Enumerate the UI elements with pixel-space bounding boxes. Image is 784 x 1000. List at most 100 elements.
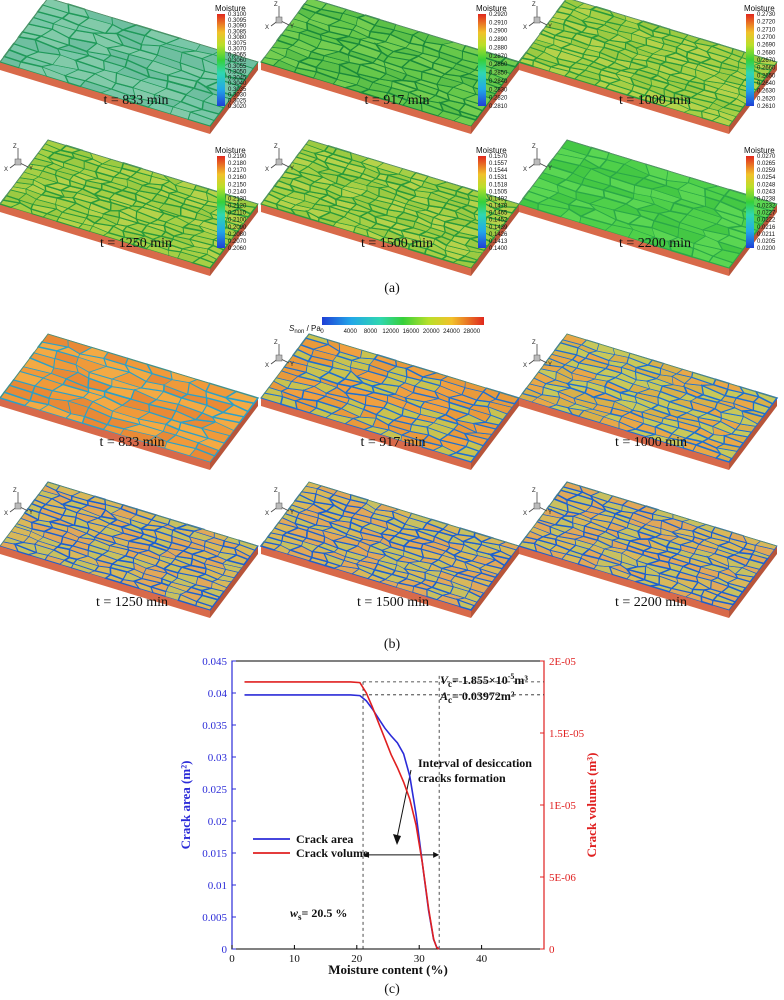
moisture-tile-colorbar-label: 0.0205 [757,239,776,245]
moisture-tile-colorbar-label: 0.1505 [489,189,508,195]
moisture-tile-cells [517,0,778,127]
stress-tile-cell [457,527,476,538]
moisture-tile-colorbar-label: 0.3040 [228,81,247,87]
panel-c-chart: 0 10 20 30 40 0 0.005 0.01 0.015 0.02 0.025 0.03 0.0… [178,656,599,977]
crack-volume-line [244,681,440,950]
right-tick-label: 2E-05 [549,656,576,668]
stress-tile-slab [260,333,521,470]
moisture-tile-back-edge [0,0,259,63]
stress-tile-z-letter: Z [13,488,17,494]
moisture-tile-z-letter: Z [532,2,536,8]
ws-annotation: ws= 20.5 % [290,906,347,922]
stress-colorbar-tick: 16000 [403,329,420,335]
moisture-tile-colorbar-label: 0.2680 [757,50,776,56]
moisture-tile-colorbar-label: 0.2640 [757,81,776,87]
moisture-tile-colorbar-label: 0.2140 [228,189,247,195]
moisture-tile-colorbar-label: 0.1426 [489,232,508,238]
ac-annotation: Ac= 0.03972m² [439,689,515,705]
moisture-tile-side-face [471,204,519,276]
stress-tile-slab [518,333,779,470]
moisture-tile-slab [260,139,520,276]
moisture-tile-colorbar-label: 0.2920 [489,12,508,18]
moisture-tile-y-letter: Y [290,166,294,172]
stress-colorbar-tick: 12000 [382,329,399,335]
moisture-tile-cells [518,139,778,269]
moisture-tile-time: t = 917 min [364,93,429,108]
stress-tile-back-edge [518,333,778,399]
moisture-tile-x-letter: X [265,167,269,173]
stress-colorbar-tick: 24000 [443,329,460,335]
stress-colorbar-bar [322,317,484,325]
moisture-tile-colorbar-label: 0.2170 [228,168,247,174]
moisture-tile-x-letter: X [4,167,8,173]
vc-annotation-part: m³ [514,673,528,687]
stress-colorbar-tick: 0 [320,329,324,335]
legend-label: Crack volume [296,846,369,860]
moisture-tile-side-face [210,204,258,276]
moisture-tile-colorbar-label: 0.2120 [228,204,247,210]
moisture-tile-colorbar-label: 0.2860 [489,62,508,68]
ac-annotation-part: c [448,695,452,705]
moisture-tile-colorbar-label: 0.2620 [757,96,776,102]
moisture-tile-cells [0,139,259,269]
stress-tile-y-letter: Y [548,510,552,516]
stress-tile: t = 833 min [0,333,260,470]
stress-tile-side-face [471,398,519,470]
stress-tile-axis-triad: Z X Y [265,488,294,517]
moisture-tile-colorbar-bar [478,156,486,248]
vc-annotation-part: = 1.855×10 [452,673,508,687]
moisture-tile-axis-triad: Z X Y [4,144,33,173]
panel-a-moisture: Moisture0.31000.30950.30900.30850.30800.… [0,0,778,276]
moisture-tile-time: t = 1000 min [619,93,691,108]
moisture-tile-colorbar-label: 0.2890 [489,37,508,43]
stress-tile-z-letter: Z [274,340,278,346]
moisture-tile-front-face [261,62,471,134]
vc-annotation-part: -5 [508,672,515,681]
left-tick-label: 0.035 [202,720,227,732]
stress-colorbar-title: Snon / Pa [289,324,321,335]
moisture-tile-colorbar-label: 0.0254 [757,175,776,181]
stress-tile-axis-triad: Z X Y [265,340,294,369]
moisture-tile-cells [260,139,520,269]
stress-tile-time: t = 1500 min [357,595,429,610]
moisture-tile-colorbar: Moisture0.02700.02650.02590.02540.02480.… [744,146,776,252]
moisture-tile-colorbar-label: 0.2670 [757,58,776,64]
moisture-tile-colorbar-title: Moisture [476,4,507,13]
ws-annotation-part: s [298,912,302,922]
moisture-tile-front-face [0,204,210,276]
stress-tile-slab [517,481,778,618]
moisture-tile-colorbar-label: 0.2660 [757,66,776,72]
right-tick-label: 5E-06 [549,872,576,884]
moisture-tile-colorbar-label: 0.3045 [228,75,247,81]
stress-tile-y-letter: Y [290,510,294,516]
stress-tile-cells [0,481,259,611]
right-tick-label: 1.5E-05 [549,728,585,740]
moisture-tile-colorbar-label: 0.0248 [757,182,776,188]
moisture-tile-colorbar-label: 0.2910 [489,20,508,26]
stress-tile-front-face [0,398,210,470]
moisture-tile-time: t = 1250 min [100,236,172,251]
moisture-tile-axis-triad: Z X Y [523,2,552,31]
stress-tile-axis-triad: Z X Y [4,488,33,517]
moisture-tile-y-letter: Y [548,24,552,30]
moisture-tile-colorbar-label: 0.2730 [757,12,776,18]
stress-tile-cells [517,481,778,611]
moisture-tile-colorbar-label: 0.3100 [228,12,247,18]
moisture-tile-colorbar-label: 0.3090 [228,24,247,30]
stress-tile: Z X Yt = 917 min [260,333,521,470]
x-axis-title: Moisture content (%) [328,962,448,977]
moisture-tile-back-edge [518,139,778,205]
moisture-tile-colorbar-bar [217,14,225,106]
moisture-tile-colorbar-label: 0.2700 [757,35,776,41]
moisture-tile-slab [0,0,259,134]
moisture-tile-colorbar-label: 0.3060 [228,58,247,64]
moisture-tile-front-face [519,62,729,134]
moisture-tile-z-letter: Z [274,2,278,8]
vc-annotation-part: V [440,673,449,687]
stress-tile-back-edge [260,333,520,399]
stress-tile-x-letter: X [523,363,527,369]
moisture-tile-colorbar: Moisture0.15700.15570.15440.15310.15180.… [476,146,508,252]
moisture-tile-colorbar-title: Moisture [744,4,775,13]
